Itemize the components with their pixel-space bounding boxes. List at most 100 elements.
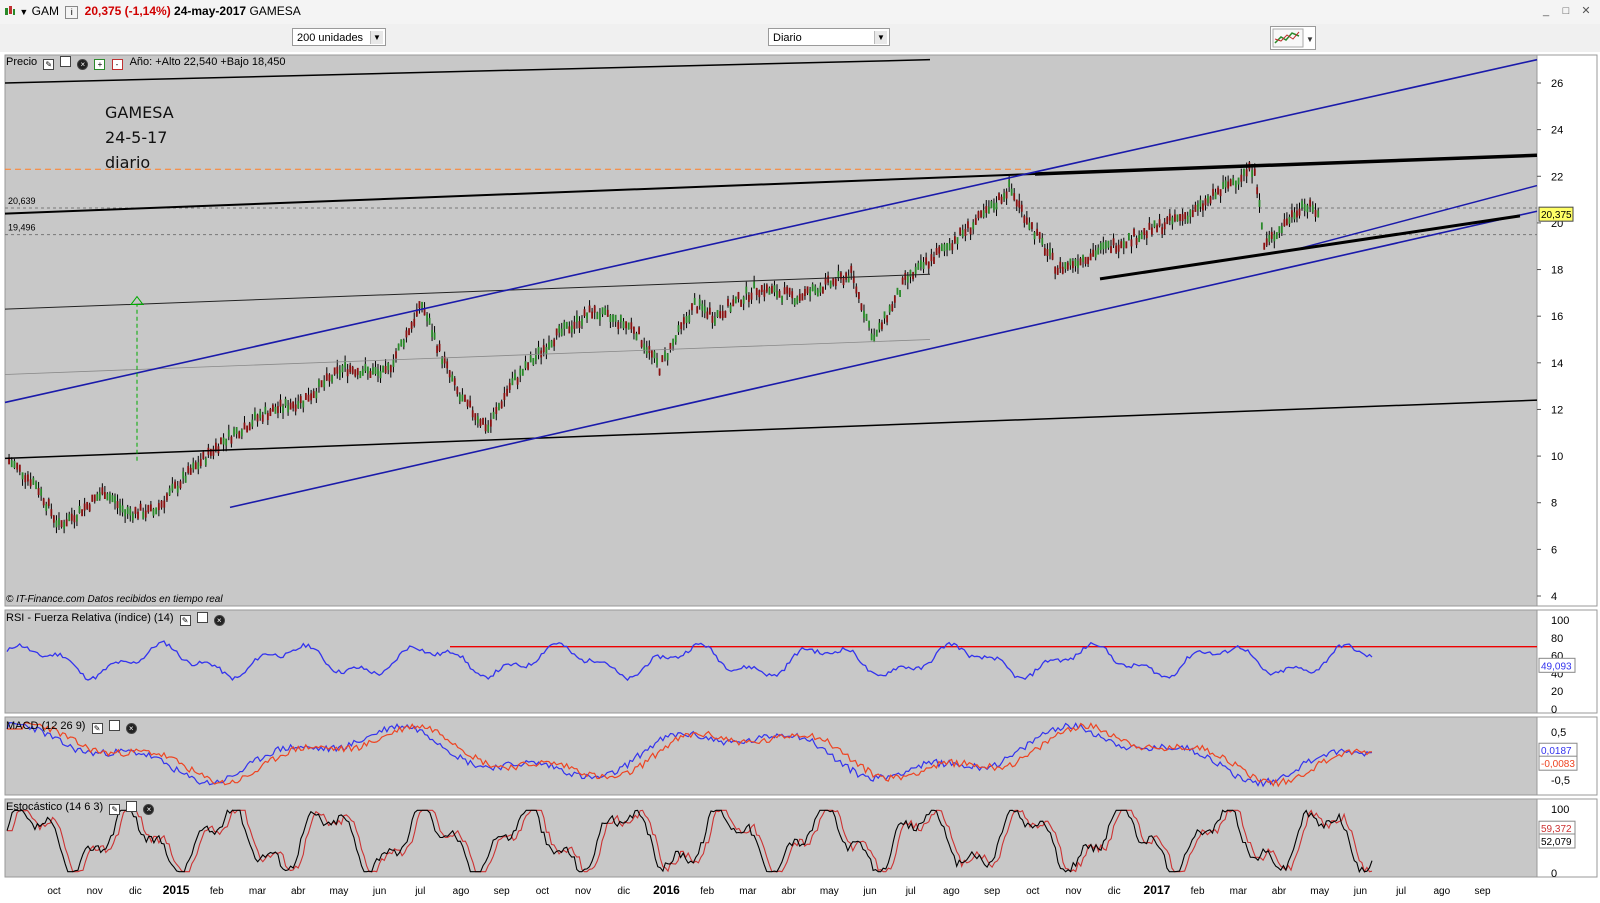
candle-body bbox=[1317, 210, 1320, 218]
wrench-icon[interactable]: ✎ bbox=[43, 59, 55, 70]
dropdown-arrow-icon[interactable]: ▼ bbox=[19, 7, 29, 17]
candle-body bbox=[806, 286, 809, 294]
wrench-icon[interactable]: ✎ bbox=[179, 615, 191, 626]
candle-body bbox=[1229, 179, 1232, 187]
candle-body bbox=[256, 414, 259, 422]
candle-body bbox=[194, 462, 197, 470]
candle-body bbox=[1270, 231, 1273, 239]
candle-body bbox=[537, 346, 540, 354]
symbol: GAM bbox=[31, 4, 59, 18]
candle-chart-icon[interactable] bbox=[4, 5, 16, 17]
candle-body bbox=[248, 423, 251, 431]
candle-body bbox=[379, 371, 382, 379]
candle-body bbox=[1189, 209, 1192, 217]
units-select[interactable]: 200 unidades ▼ bbox=[292, 28, 386, 46]
candle-body bbox=[935, 248, 938, 256]
window-icon[interactable] bbox=[108, 720, 120, 731]
wrench-icon[interactable]: ✎ bbox=[109, 804, 121, 815]
candle-body bbox=[948, 243, 951, 251]
candle-body bbox=[698, 298, 701, 306]
candle-body bbox=[356, 367, 359, 375]
add-indicator-icon[interactable]: + bbox=[94, 59, 106, 70]
candle-body bbox=[548, 342, 550, 350]
minimize-icon[interactable]: _ bbox=[1542, 5, 1550, 17]
candle-body bbox=[1069, 258, 1072, 266]
candle-body bbox=[197, 462, 200, 470]
x-axis-tick-label: 2017 bbox=[1144, 883, 1171, 897]
candle-body bbox=[1074, 259, 1077, 267]
candle-body bbox=[96, 493, 99, 501]
candle-body bbox=[189, 467, 192, 475]
close-icon[interactable]: × bbox=[143, 804, 155, 815]
candle-body bbox=[24, 475, 27, 483]
close-icon[interactable]: × bbox=[213, 615, 225, 626]
candle-body bbox=[464, 394, 466, 402]
candle-body bbox=[106, 493, 109, 501]
candle-body bbox=[993, 203, 995, 211]
candle-body bbox=[320, 380, 323, 388]
trendline-mid bbox=[4, 273, 931, 310]
window-icon[interactable] bbox=[196, 612, 208, 623]
candle-body bbox=[922, 262, 925, 270]
close-icon[interactable]: ✕ bbox=[1581, 5, 1591, 17]
candle-body bbox=[865, 313, 868, 321]
candle-body bbox=[1202, 203, 1204, 211]
chevron-down-icon[interactable]: ▼ bbox=[370, 31, 383, 44]
window-icon[interactable] bbox=[126, 801, 138, 812]
candle-body bbox=[1273, 234, 1276, 242]
candle-body bbox=[482, 417, 484, 425]
info-icon[interactable]: i bbox=[65, 6, 79, 19]
candle-body bbox=[266, 413, 269, 421]
candle-body bbox=[674, 335, 677, 343]
candle-body bbox=[661, 355, 664, 363]
period-select[interactable]: Diario ▼ bbox=[768, 28, 890, 46]
candle-body bbox=[845, 272, 847, 280]
candle-body bbox=[212, 448, 215, 456]
close-icon[interactable]: × bbox=[77, 59, 89, 70]
x-axis-tick-label: sep bbox=[1474, 886, 1491, 897]
maximize-icon[interactable]: □ bbox=[1562, 5, 1570, 17]
candle-body bbox=[809, 289, 811, 297]
candle-body bbox=[1298, 208, 1301, 216]
x-axis-tick-label: mar bbox=[249, 886, 267, 897]
window-icon[interactable] bbox=[60, 56, 72, 67]
candle-body bbox=[1084, 256, 1087, 264]
candle-body bbox=[1140, 232, 1143, 240]
x-axis-tick-label: jul bbox=[905, 886, 916, 897]
chart-type-button[interactable]: ▼ bbox=[1270, 26, 1316, 50]
candle-body bbox=[382, 365, 384, 373]
chevron-down-icon[interactable]: ▼ bbox=[874, 31, 887, 44]
wrench-icon[interactable]: ✎ bbox=[91, 723, 103, 734]
candle-body bbox=[672, 338, 674, 346]
x-axis-tick-label: dic bbox=[129, 886, 142, 897]
candle-body bbox=[550, 340, 553, 348]
price-ytick-label: 22 bbox=[1551, 171, 1563, 183]
candle-body bbox=[883, 311, 886, 319]
candle-body bbox=[492, 411, 495, 419]
candle-body bbox=[927, 261, 930, 269]
candle-body bbox=[1028, 222, 1031, 230]
candle-body bbox=[1171, 217, 1174, 225]
candle-body bbox=[1104, 241, 1107, 249]
candle-body bbox=[811, 284, 814, 292]
remove-indicator-icon[interactable]: - bbox=[111, 59, 123, 70]
x-axis-tick-label: dic bbox=[1108, 886, 1121, 897]
candle-body bbox=[1010, 188, 1013, 196]
candle-body bbox=[1102, 242, 1105, 250]
stoch-k-line bbox=[6, 809, 1373, 874]
candle-body bbox=[708, 307, 711, 315]
candle-body bbox=[251, 419, 254, 427]
close-icon[interactable]: × bbox=[125, 723, 137, 734]
chart-type-icon: ▼ bbox=[1272, 28, 1314, 48]
candle-body bbox=[45, 503, 48, 511]
candle-body bbox=[850, 265, 853, 273]
candle-body bbox=[1143, 227, 1146, 235]
candle-body bbox=[591, 311, 593, 319]
candle-body bbox=[622, 321, 625, 329]
candle-body bbox=[354, 369, 357, 377]
candle-body bbox=[909, 269, 912, 277]
candle-body bbox=[410, 322, 413, 330]
candle-body bbox=[336, 366, 339, 374]
candle-body bbox=[901, 277, 904, 285]
candle-body bbox=[443, 356, 446, 364]
